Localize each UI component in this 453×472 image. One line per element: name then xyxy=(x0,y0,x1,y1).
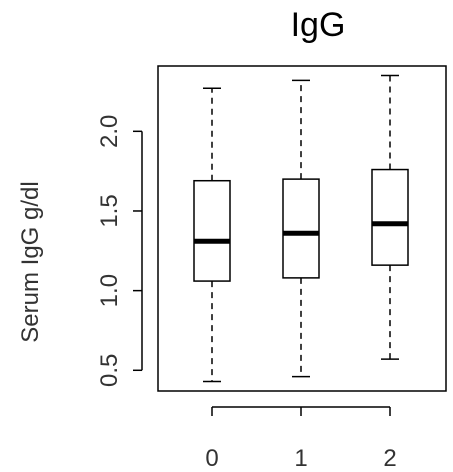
x-axis: 0 1 2 xyxy=(205,406,397,472)
x-tick-label: 0 xyxy=(205,445,218,472)
y-axis: 0.5 1.0 1.5 2.0 xyxy=(96,115,143,387)
box-iqr xyxy=(371,168,409,266)
box-iqr xyxy=(193,179,231,282)
y-tick-label: 1.5 xyxy=(96,194,123,227)
x-tick-label: 2 xyxy=(383,445,396,472)
chart-title: IgG xyxy=(291,6,346,44)
y-tick-label: 0.5 xyxy=(96,354,123,387)
y-tick-label: 1.0 xyxy=(96,274,123,307)
box-iqr xyxy=(282,178,320,279)
plot-frame xyxy=(157,65,447,392)
boxplot-group xyxy=(193,74,409,383)
y-tick-label: 2.0 xyxy=(96,115,123,148)
x-tick-label: 1 xyxy=(294,445,307,472)
y-axis-label: Serum IgG g/dl xyxy=(17,181,44,342)
